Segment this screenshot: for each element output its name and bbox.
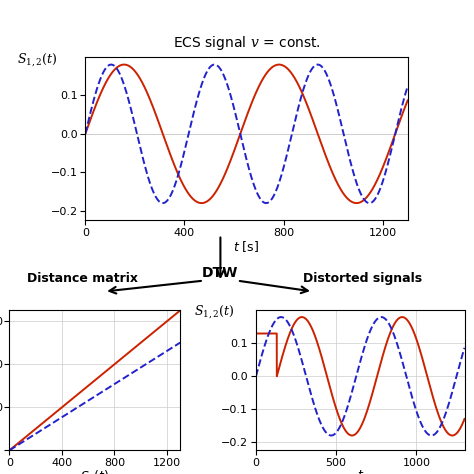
X-axis label: $S_2(t)$: $S_2(t)$	[80, 469, 109, 474]
Text: DTW: DTW	[202, 266, 238, 280]
X-axis label: $t$: $t$	[356, 469, 364, 474]
Text: Distance matrix: Distance matrix	[27, 272, 138, 285]
X-axis label: $t$ [s]: $t$ [s]	[233, 239, 260, 255]
Y-axis label: $S_{1,2}(t)$: $S_{1,2}(t)$	[194, 304, 235, 320]
Y-axis label: $S_{1,2}(t)$: $S_{1,2}(t)$	[17, 52, 57, 68]
Text: ECS signal $v$ = const.: ECS signal $v$ = const.	[173, 34, 320, 52]
Text: Distorted signals: Distorted signals	[303, 272, 422, 285]
